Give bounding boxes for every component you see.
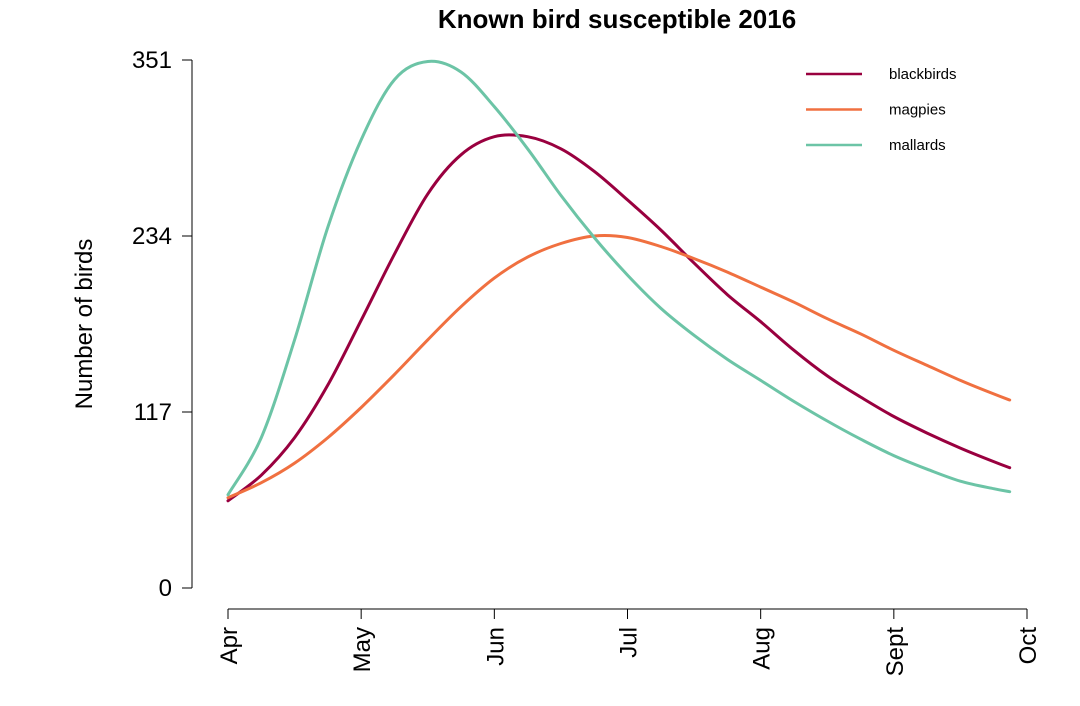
- series-lines: [226, 59, 1012, 503]
- y-tick-label: 0: [159, 575, 172, 602]
- series-line-mallards: [226, 59, 1012, 497]
- chart-title: Known bird susceptible 2016: [438, 4, 796, 34]
- x-tick-label: Jun: [482, 627, 509, 666]
- x-tick-label: May: [349, 627, 376, 672]
- legend: blackbirds magpies mallards: [806, 66, 957, 154]
- legend-label-blackbirds: blackbirds: [889, 66, 957, 83]
- legend-label-mallards: mallards: [889, 137, 946, 154]
- y-axis-title: Number of birds: [71, 239, 98, 410]
- y-tick-label: 351: [132, 47, 172, 74]
- y-tick-label: 117: [134, 399, 172, 426]
- x-tick-label: Apr: [216, 627, 243, 664]
- y-tick-label: 234: [132, 223, 172, 250]
- x-tick-label: Jul: [616, 627, 643, 658]
- legend-label-magpies: magpies: [889, 102, 946, 119]
- series-line-magpies: [226, 234, 1012, 500]
- x-tick-label: Oct: [1015, 627, 1042, 665]
- series-line-blackbirds: [226, 133, 1012, 503]
- x-tick-label: Aug: [749, 627, 776, 670]
- x-tick-label: Sept: [882, 627, 909, 677]
- y-axis: 0 117 234 351: [132, 47, 193, 602]
- x-axis: Apr May Jun Jul Aug Sept Oct: [216, 608, 1042, 677]
